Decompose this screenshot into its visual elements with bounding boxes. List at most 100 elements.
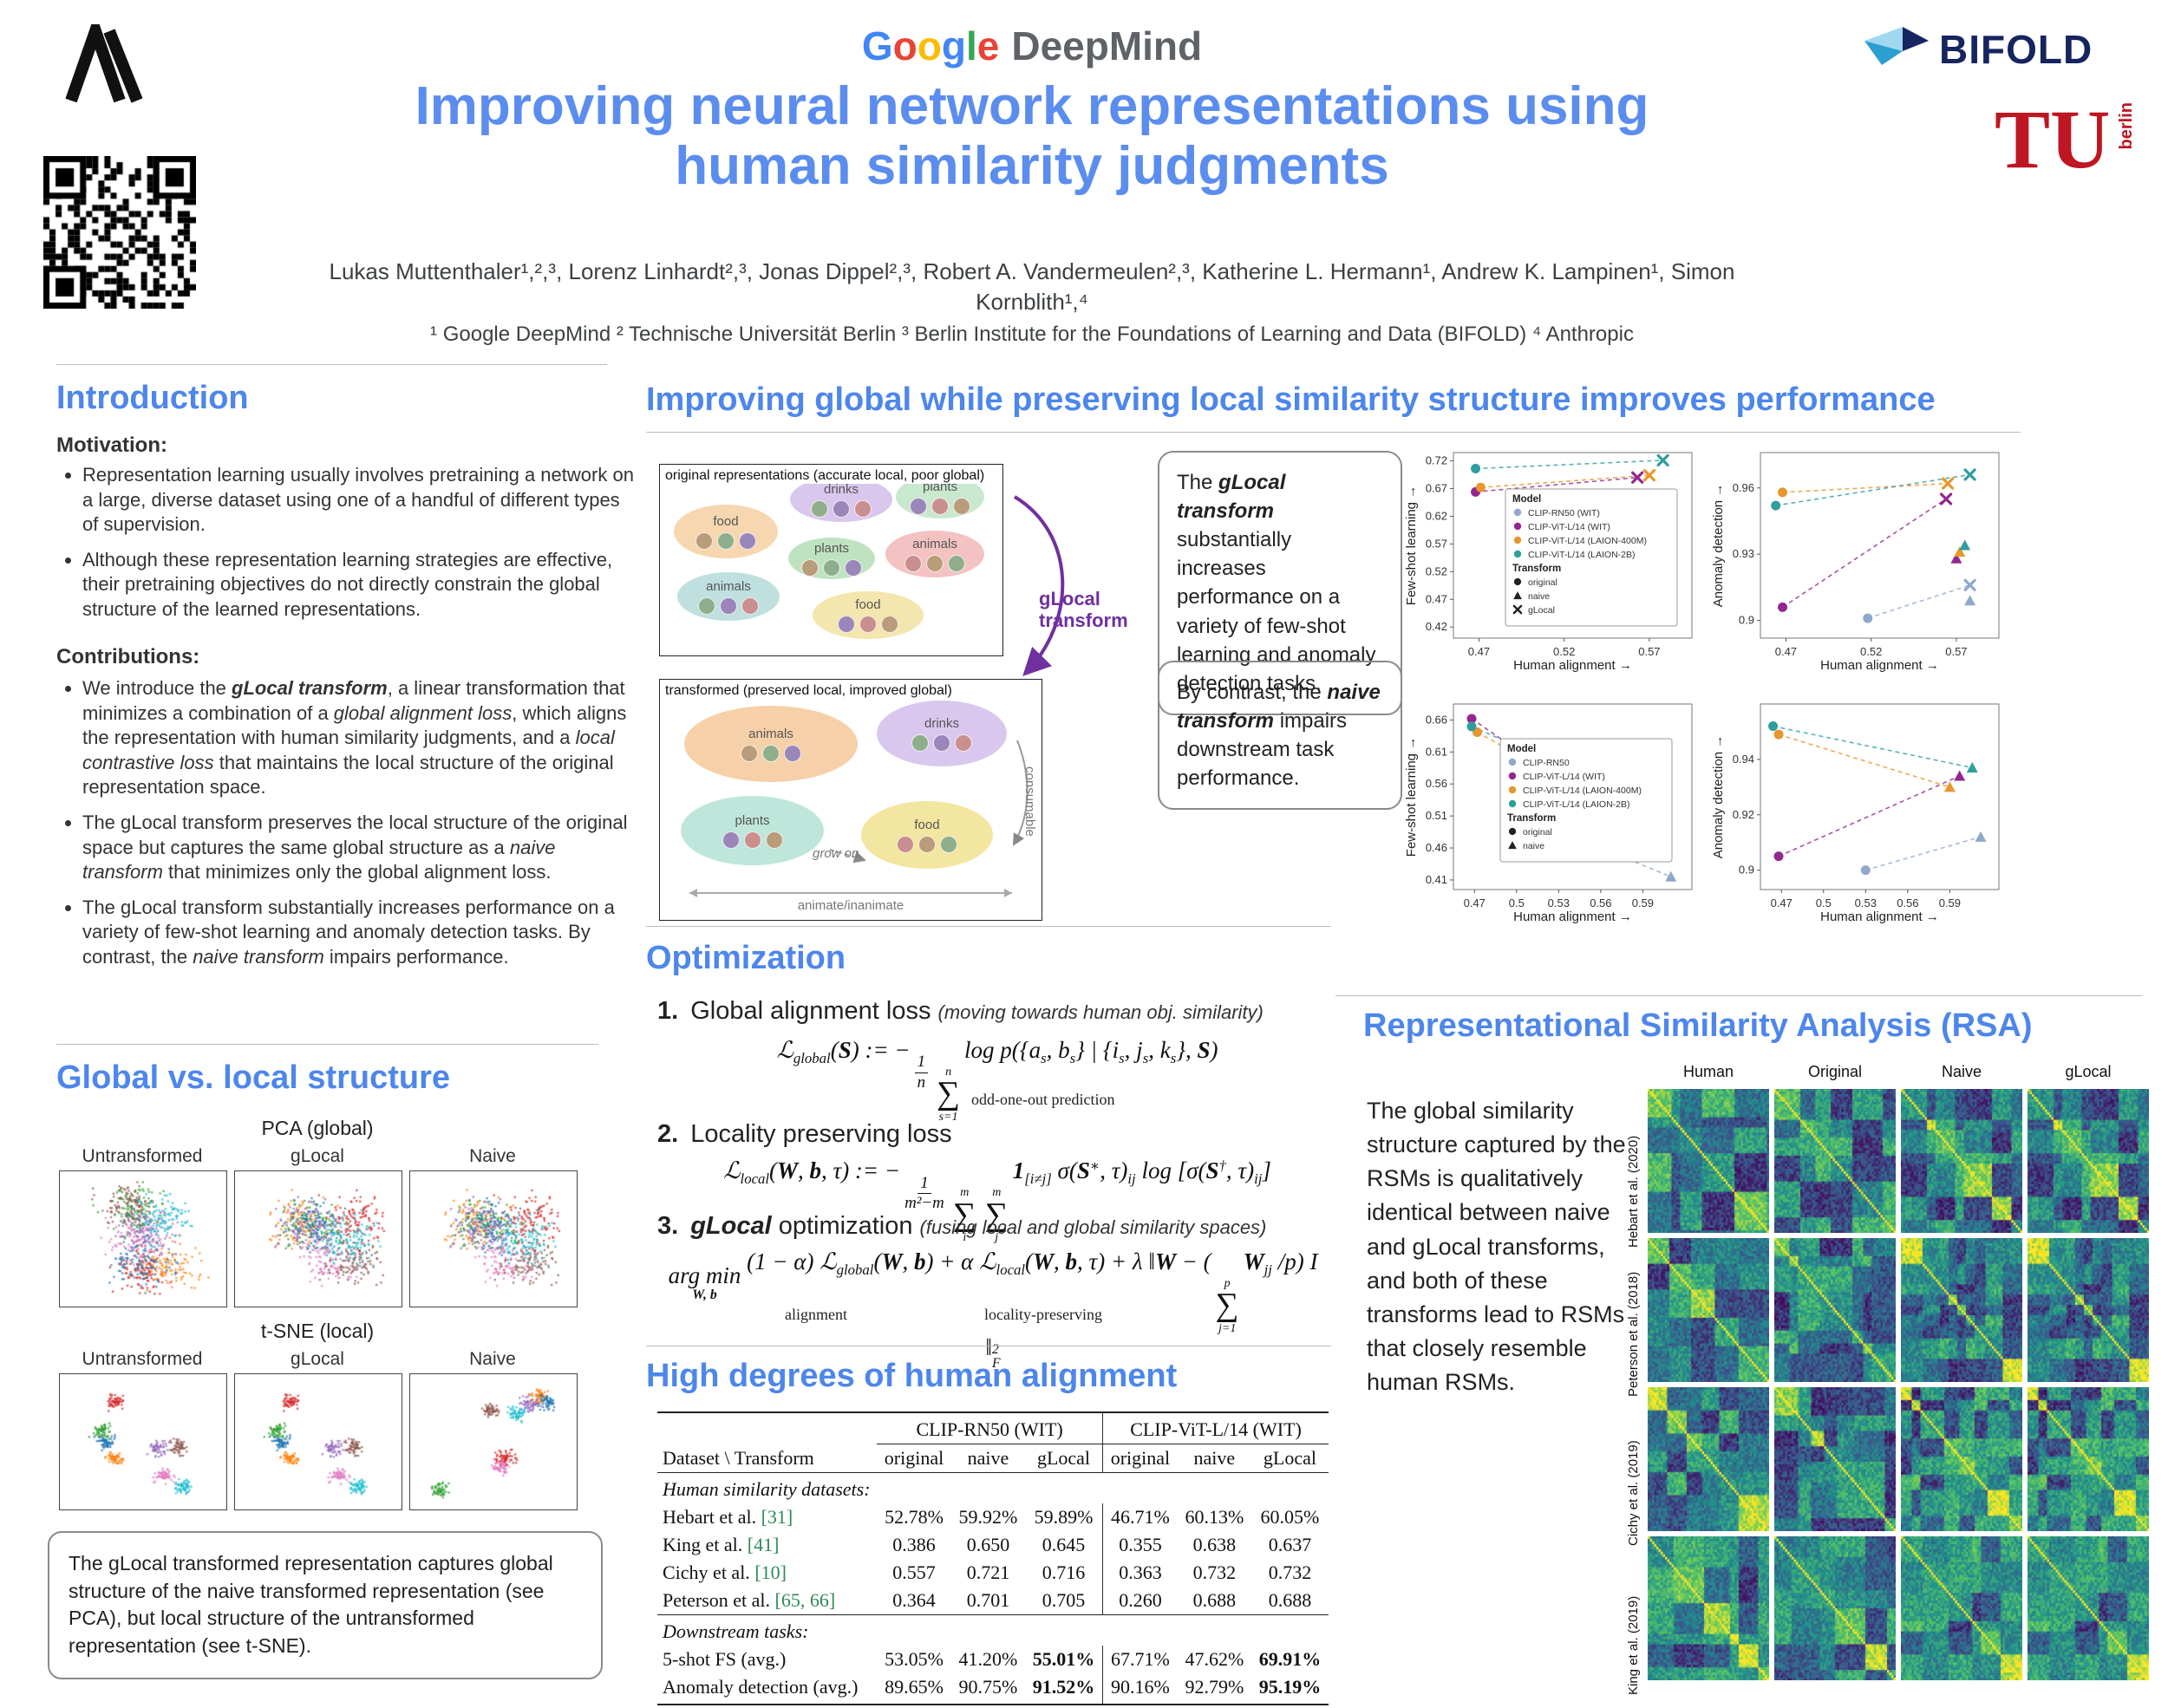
table-cell: 0.260 <box>1102 1587 1178 1615</box>
contributions-label: Contributions: <box>56 645 200 668</box>
bifold-wordmark: BIFOLD <box>1939 27 2093 72</box>
rsm-heatmap <box>1774 1089 1896 1233</box>
alignment-underlabel: alignment <box>785 1306 847 1323</box>
svg-text:0.5: 0.5 <box>1816 896 1832 909</box>
thumbnail-icon <box>897 835 914 853</box>
intro-heading: Introduction <box>56 380 249 416</box>
opt-item-3: 3. gLocal optimization (fusing local and … <box>657 1212 1266 1241</box>
table-col-header: original <box>1102 1444 1178 1473</box>
pca-untransformed-scatter <box>59 1170 227 1307</box>
glocal-transform-label: gLocal transform <box>1039 588 1128 632</box>
svg-text:0.42: 0.42 <box>1426 620 1447 633</box>
table-cell: 0.688 <box>1192 1589 1237 1611</box>
food-category-blob: food <box>813 591 924 639</box>
locality-preserving-loss-equation: ℒlocal(W, b, τ) := −1 m²−m m ∑ i m ∑ j 1[i≠j] σ(… <box>723 1157 1271 1245</box>
rsm-col-label-glocal: gLocal <box>2065 1063 2112 1080</box>
chart-anomaly-naive: 0.47 0.5 0.53 0.56 0.59 0.9 0.92 0.94 Human alig… <box>1710 695 2009 928</box>
svg-text:naive: naive <box>1523 841 1544 851</box>
svg-text:0.57: 0.57 <box>1945 645 1967 658</box>
svg-text:Human alignment →: Human alignment → <box>1820 658 1939 673</box>
tsne-label-untransformed: Untransformed <box>82 1349 203 1369</box>
svg-text:CLIP-ViT-L/14 (LAION-400M): CLIP-ViT-L/14 (LAION-400M) <box>1523 786 1642 796</box>
svg-text:0.66: 0.66 <box>1426 713 1447 726</box>
svg-text:Anomaly detection →: Anomaly detection → <box>1711 484 1726 608</box>
table-cell: 60.05% <box>1260 1506 1320 1528</box>
svg-text:0.47: 0.47 <box>1771 896 1793 909</box>
callout-glocal: The gLocal transform substantially incre… <box>1158 451 1402 715</box>
table-heading: High degrees of human alignment <box>646 1358 1178 1394</box>
table-cell: 95.19% <box>1251 1673 1329 1705</box>
table-cell: 0.688 <box>1268 1589 1312 1611</box>
title-line2: human similarity judgments <box>675 136 1389 197</box>
divider <box>646 926 1331 927</box>
opt-item-1-title: Global alignment loss <box>690 997 931 1025</box>
global-local-caption: The gLocal transformed representation ca… <box>48 1531 603 1679</box>
pca-title: PCA (global) <box>261 1117 374 1139</box>
rsm-col-label-original: Original <box>1807 1063 1863 1080</box>
svg-text:0.59: 0.59 <box>1632 896 1654 909</box>
svg-text:0.47: 0.47 <box>1464 896 1486 909</box>
table-cell: 59.92% <box>958 1506 1018 1528</box>
drinks-category-blob: drinks <box>790 477 892 522</box>
transformed-representations-label: transformed (preserved local, improved g… <box>665 683 952 699</box>
callout-naive: By contrast, the naive transform impairs… <box>1158 661 1402 811</box>
table-cell: 0.701 <box>966 1589 1010 1611</box>
consumable-label: consumable <box>1022 766 1037 837</box>
tsne-label-naive: Naive <box>469 1349 516 1369</box>
rsm-heatmap <box>1774 1387 1896 1531</box>
bifold-logo-icon <box>1864 27 1929 65</box>
table-row: Cichy et al. [10] 0.557 0.721 0.716 0.363 0.7… <box>657 1559 1329 1587</box>
thumbnail-icon <box>784 744 801 762</box>
svg-text:0.56: 0.56 <box>1426 777 1447 790</box>
thumbnail-icon <box>811 499 828 518</box>
table-cell: 53.05% <box>885 1648 944 1670</box>
thumbnail-icon <box>698 596 715 615</box>
chart-fewshot-naive: 0.47 0.5 0.53 0.56 0.59 0.41 0.46 0.51 0.56 0.61 0… <box>1403 695 1702 928</box>
affiliations: ¹ Google DeepMind ² Technische Universit… <box>430 323 1634 346</box>
table-cell: 0.386 <box>892 1534 936 1555</box>
svg-text:CLIP-RN50: CLIP-RN50 <box>1523 758 1570 768</box>
table-row: Anomaly detection (avg.) 89.65% 90.75% 91.5… <box>657 1673 1329 1705</box>
plants-category-blob: plants <box>681 796 824 865</box>
opt-item-3-note: (fusing local and global similarity spac… <box>919 1216 1267 1238</box>
table-row-name: Peterson et al. [65, 66] <box>663 1589 836 1611</box>
svg-text:Few-shot learning →: Few-shot learning → <box>1404 486 1419 605</box>
pca-label-naive: Naive <box>469 1146 516 1166</box>
bullet-item: The gLocal transform preserves the local… <box>82 811 637 885</box>
svg-text:Model: Model <box>1512 494 1541 505</box>
authors: Lukas Muttenthaler¹,²,³, Lorenz Linhardt… <box>329 258 1735 316</box>
table-cell: 67.71% <box>1102 1646 1178 1673</box>
rsm-heatmap <box>1901 1238 2022 1382</box>
table-cell: 59.89% <box>1034 1506 1094 1528</box>
table-row: King et al. [41] 0.386 0.650 0.645 0.355 0.63… <box>657 1531 1329 1559</box>
table-cell: 60.13% <box>1185 1506 1244 1528</box>
bullet-item: We introduce the gLocal transform, a lin… <box>82 676 637 800</box>
blob-label: animals <box>748 726 793 741</box>
animate-inanimate-label: animate/inanimate <box>797 898 904 913</box>
tsne-untransformed-scatter <box>59 1373 227 1510</box>
svg-text:0.53: 0.53 <box>1548 896 1570 909</box>
thumbnail-icon <box>881 616 898 633</box>
google-deepmind-logo: Google DeepMind <box>295 23 1769 69</box>
rsm-heatmap <box>1901 1536 2022 1680</box>
rsm-col-label-naive: Naive <box>1941 1063 1982 1080</box>
pca-label-untransformed: Untransformed <box>82 1146 203 1166</box>
svg-text:original: original <box>1523 827 1552 838</box>
blob-label: drinks <box>924 715 959 731</box>
svg-text:0.52: 0.52 <box>1426 564 1447 577</box>
table-section-label: Downstream tasks: <box>657 1614 1329 1646</box>
opt-item-1-note: (moving towards human obj. similarity) <box>937 1001 1264 1023</box>
optimization-heading: Optimization <box>646 940 846 976</box>
original-representations-label: original representations (accurate local… <box>665 468 985 484</box>
svg-text:Human alignment →: Human alignment → <box>1820 909 1939 924</box>
motivation-label: Motivation: <box>56 434 167 457</box>
animals-category-blob: animals <box>885 531 984 577</box>
anthropic-logo-icon <box>39 12 169 107</box>
svg-text:CLIP-ViT-L/14 (LAION-400M): CLIP-ViT-L/14 (LAION-400M) <box>1528 536 1647 546</box>
table-cell: 90.75% <box>950 1673 1025 1705</box>
locality-preserving-underlabel: locality-preserving <box>984 1306 1102 1323</box>
divider <box>56 1044 598 1045</box>
thumbnail-icon <box>931 497 949 515</box>
svg-text:CLIP-ViT-L/14 (WIT): CLIP-ViT-L/14 (WIT) <box>1528 522 1610 532</box>
